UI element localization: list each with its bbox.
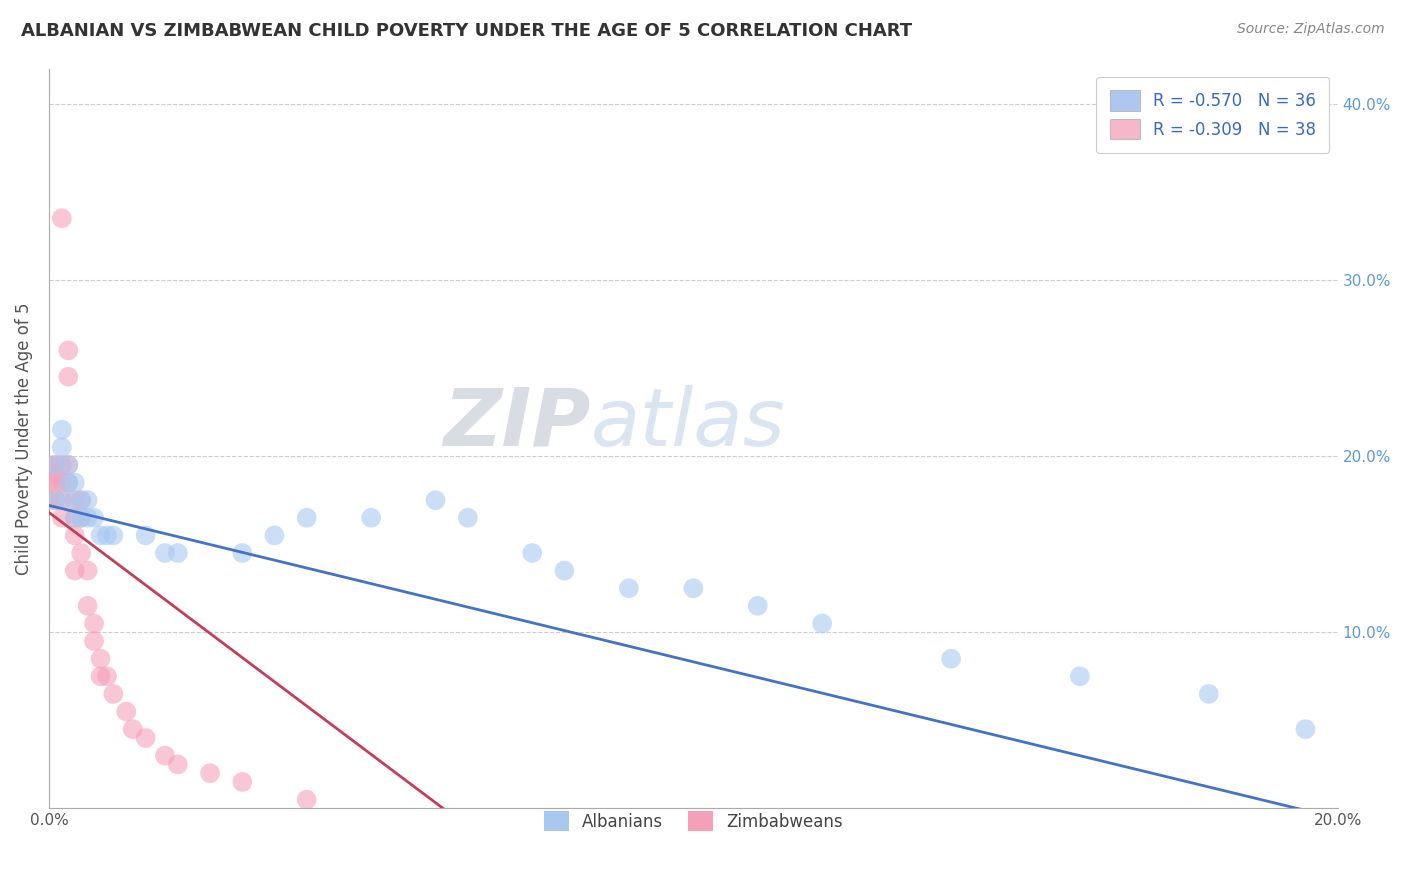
Point [1069, 669, 1091, 683]
Point [115, 705, 138, 719]
Point [44, 493, 66, 508]
Point [38, 458, 60, 472]
Point [51, 493, 73, 508]
Point [44, 467, 66, 481]
Text: Source: ZipAtlas.com: Source: ZipAtlas.com [1237, 22, 1385, 37]
Point [198, 766, 221, 780]
Point [38, 475, 60, 490]
Point [63, 510, 86, 524]
Point [89, 669, 111, 683]
Point [83, 634, 105, 648]
Point [153, 748, 176, 763]
Point [76, 564, 98, 578]
Point [44, 458, 66, 472]
Point [939, 651, 962, 665]
Point [231, 546, 253, 560]
Point [63, 475, 86, 490]
Point [70, 510, 93, 524]
Point [153, 546, 176, 560]
Point [295, 792, 318, 806]
Point [747, 599, 769, 613]
Point [1294, 722, 1316, 736]
Point [166, 546, 188, 560]
Point [457, 510, 479, 524]
Point [70, 510, 93, 524]
Point [103, 687, 125, 701]
Point [38, 493, 60, 508]
Point [553, 564, 575, 578]
Point [76, 599, 98, 613]
Point [44, 493, 66, 508]
Point [682, 581, 704, 595]
Point [70, 493, 93, 508]
Point [83, 616, 105, 631]
Point [103, 528, 125, 542]
Text: ALBANIAN VS ZIMBABWEAN CHILD POVERTY UNDER THE AGE OF 5 CORRELATION CHART: ALBANIAN VS ZIMBABWEAN CHILD POVERTY UND… [21, 22, 912, 40]
Point [89, 528, 111, 542]
Point [58, 493, 80, 508]
Point [89, 651, 111, 665]
Point [51, 440, 73, 454]
Point [522, 546, 544, 560]
Text: atlas: atlas [591, 384, 785, 463]
Point [76, 510, 98, 524]
Point [166, 757, 188, 772]
Point [811, 616, 834, 631]
Point [63, 564, 86, 578]
Text: ZIP: ZIP [443, 384, 591, 463]
Point [58, 458, 80, 472]
Point [51, 423, 73, 437]
Point [58, 343, 80, 358]
Point [83, 510, 105, 524]
Point [263, 528, 285, 542]
Point [617, 581, 640, 595]
Point [58, 458, 80, 472]
Point [76, 493, 98, 508]
Point [44, 475, 66, 490]
Point [96, 669, 118, 683]
Point [44, 458, 66, 472]
Point [51, 475, 73, 490]
Point [1198, 687, 1220, 701]
Point [63, 528, 86, 542]
Point [425, 493, 447, 508]
Point [360, 510, 382, 524]
Point [51, 211, 73, 226]
Point [295, 510, 318, 524]
Point [96, 528, 118, 542]
Point [121, 722, 143, 736]
Legend: Albanians, Zimbabweans: Albanians, Zimbabweans [530, 797, 856, 845]
Point [70, 546, 93, 560]
Point [231, 775, 253, 789]
Point [70, 493, 93, 508]
Point [51, 510, 73, 524]
Y-axis label: Child Poverty Under the Age of 5: Child Poverty Under the Age of 5 [15, 302, 32, 574]
Point [135, 528, 157, 542]
Point [58, 369, 80, 384]
Point [63, 510, 86, 524]
Point [58, 475, 80, 490]
Point [135, 731, 157, 745]
Point [63, 493, 86, 508]
Point [51, 458, 73, 472]
Point [58, 475, 80, 490]
